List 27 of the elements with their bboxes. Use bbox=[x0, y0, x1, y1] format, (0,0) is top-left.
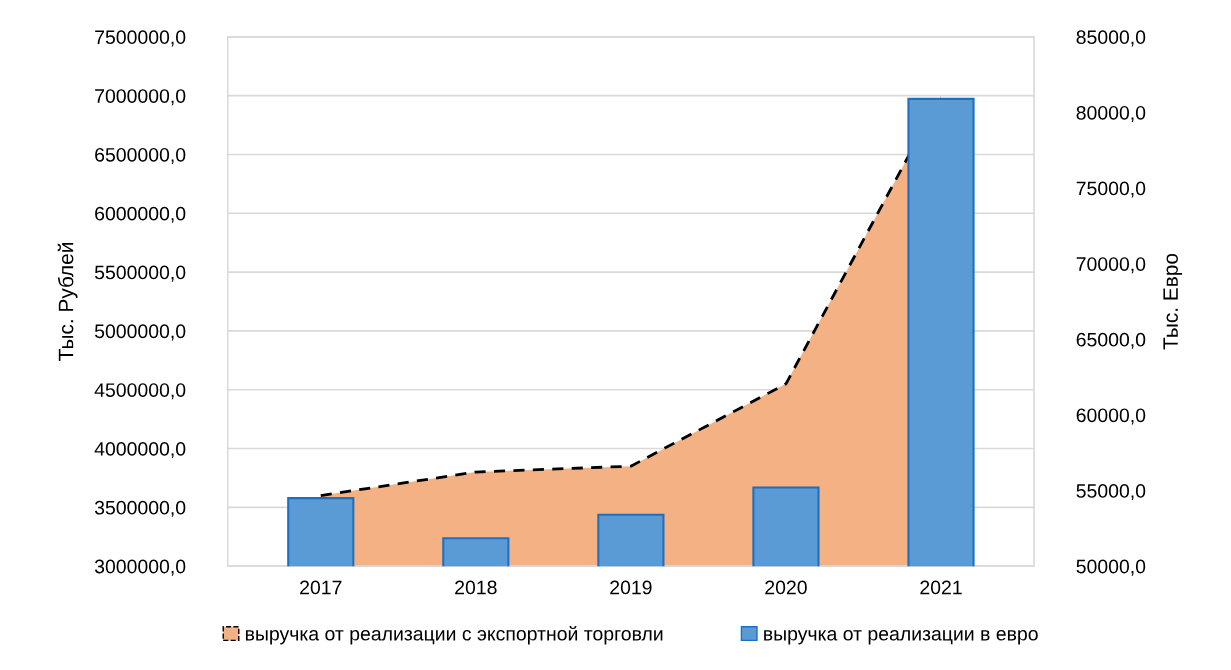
y-tick-label: 3500000,0 bbox=[94, 500, 186, 517]
x-tick-label: 2021 bbox=[920, 580, 962, 595]
x-tick-label: 2018 bbox=[455, 580, 497, 595]
y2-tick-label: 65000,0 bbox=[1076, 332, 1146, 349]
y-tick-label: 4000000,0 bbox=[94, 442, 186, 459]
x-tick-label: 2020 bbox=[765, 580, 807, 595]
y-tick-label: 5500000,0 bbox=[94, 265, 186, 282]
y2-tick-label: 80000,0 bbox=[1076, 105, 1146, 122]
x-tick-label: 2019 bbox=[610, 580, 652, 595]
y-tick-label: 6500000,0 bbox=[95, 147, 186, 165]
legend-label: выручка от реализации с экспортной торговли bbox=[245, 625, 663, 645]
x-tick-label: 2017 bbox=[300, 580, 342, 595]
y2-tick-label: 60000,0 bbox=[1076, 408, 1146, 425]
y2-tick-label: 50000,0 bbox=[1076, 559, 1146, 576]
y-tick-label: 4500000,0 bbox=[94, 383, 186, 400]
y2-tick-label: 55000,0 bbox=[1076, 484, 1146, 501]
y-tick-label: 7000000,0 bbox=[95, 89, 186, 106]
y-tick-label: 7500000,0 bbox=[95, 30, 186, 47]
y2-axis-title: Тыс. Евро bbox=[1163, 253, 1183, 350]
y-tick-label: 5000000,0 bbox=[94, 324, 186, 341]
y-tick-label: 3000000,0 bbox=[94, 559, 186, 576]
y2-tick-label: 75000,0 bbox=[1076, 181, 1146, 198]
y-axis-title: Тыс. Рублей bbox=[57, 243, 78, 361]
y2-tick-label: 70000,0 bbox=[1076, 257, 1146, 274]
y-tick-label: 6000000,0 bbox=[95, 206, 186, 223]
y2-tick-label: 85000,0 bbox=[1076, 30, 1146, 47]
legend-label: выручка от реализации в евро bbox=[764, 629, 1038, 645]
